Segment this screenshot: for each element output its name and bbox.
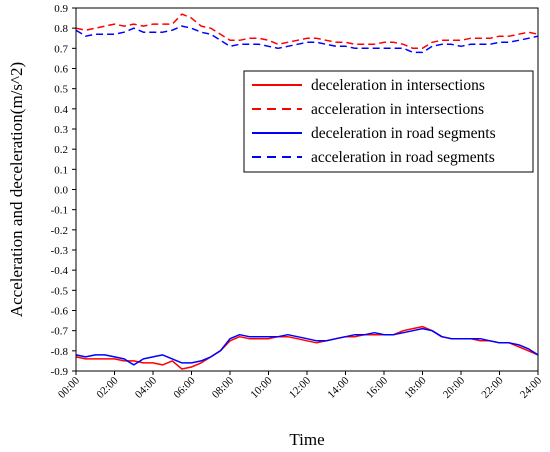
y-axis-title: Acceleration and deceleration(m/s^2) [7, 62, 26, 317]
y-tick-label: -0.8 [51, 346, 69, 358]
legend: deceleration in intersections acceleratio… [243, 70, 534, 173]
y-tick-label: 0.0 [54, 185, 68, 197]
y-tick-label: 0.4 [54, 104, 68, 116]
y-tick-label: -0.1 [51, 205, 68, 217]
y-tick-label: -0.4 [51, 265, 69, 277]
y-axis-ticks: 0.9 0.8 0.7 0.6 0.5 0.4 0.3 0.2 0.1 0.0 -0.1 -0.2 -0… [51, 3, 76, 378]
legend-label: deceleration in road segments [311, 125, 496, 142]
series-line-deceleration-in-road-segments [75, 327, 539, 366]
series-layer [75, 13, 539, 370]
x-axis-title: Time [289, 430, 324, 449]
legend-label: acceleration in road segments [311, 149, 495, 166]
y-tick-label: 0.6 [54, 64, 68, 76]
y-tick-label: -0.6 [51, 306, 69, 318]
y-tick-label: -0.7 [51, 326, 69, 338]
y-tick-label: -0.5 [51, 285, 69, 297]
series-line-acceleration-in-intersections [75, 13, 539, 50]
y-tick-label: -0.9 [51, 366, 69, 378]
legend-box [243, 70, 534, 173]
y-tick-label: -0.3 [51, 245, 69, 257]
y-tick-label: 0.7 [54, 43, 68, 55]
series-line-acceleration-in-road-segments [75, 25, 539, 54]
y-tick-label: -0.2 [51, 225, 68, 237]
y-tick-label: 0.5 [54, 84, 68, 96]
legend-label: deceleration in intersections [311, 77, 485, 94]
y-tick-label: 0.9 [54, 3, 68, 15]
y-tick-label: 0.2 [54, 144, 68, 156]
y-tick-label: 0.3 [54, 124, 68, 136]
y-tick-label: 0.1 [54, 164, 68, 176]
y-tick-label: 0.8 [54, 23, 68, 35]
legend-label: acceleration in intersections [311, 101, 484, 118]
